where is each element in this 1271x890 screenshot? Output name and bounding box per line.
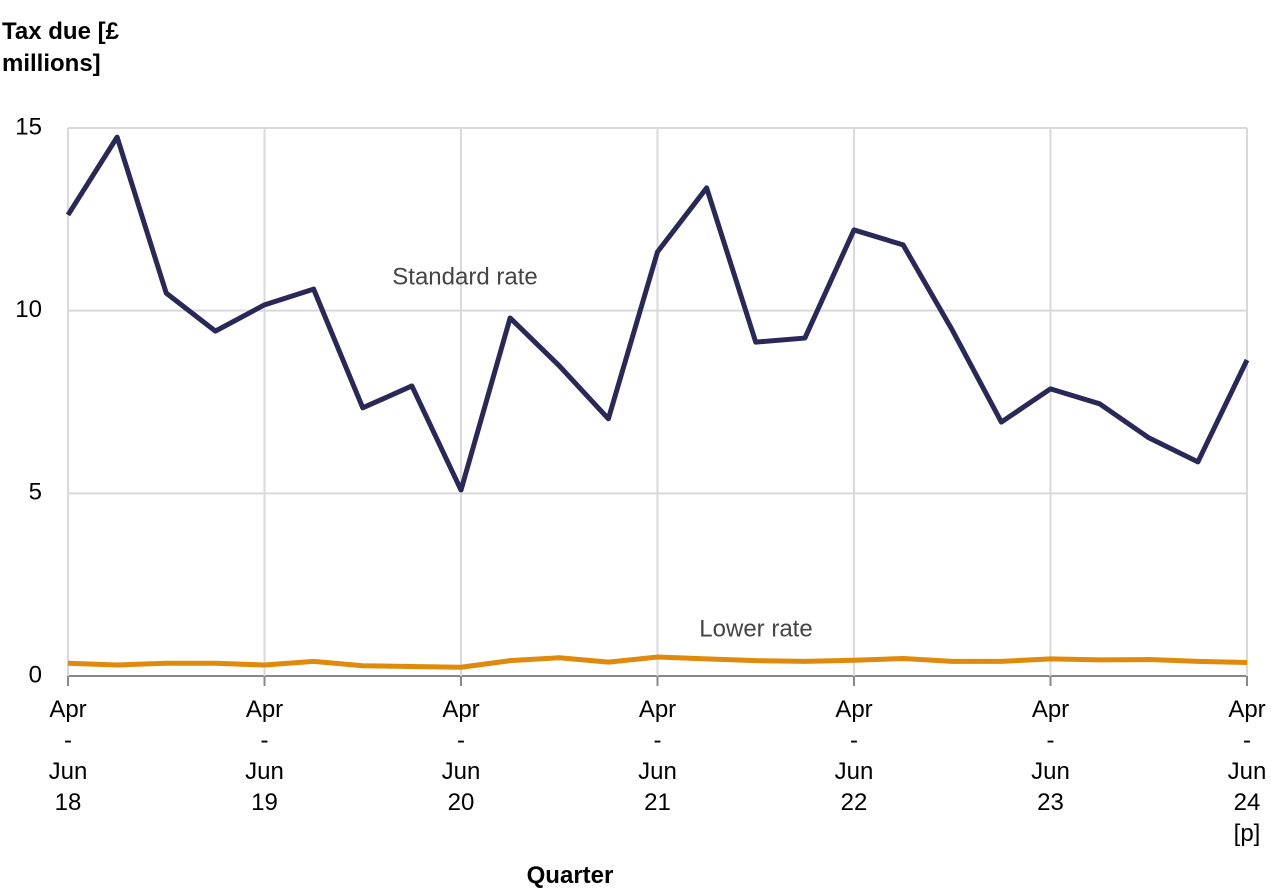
x-tick-label: Apr - Jun 24 [p]	[1227, 696, 1267, 847]
series-line	[65, 134, 1250, 493]
x-tick-label: Apr - Jun 22	[834, 696, 874, 816]
y-tick-label: 10	[15, 296, 42, 323]
y-axis-title: Tax due [£ millions]	[2, 18, 119, 77]
series-label: Lower rate	[699, 615, 812, 642]
y-tick-label: 15	[15, 113, 42, 140]
y-tick-label: 5	[29, 479, 42, 506]
x-tick-label: Apr - Jun 23	[1031, 696, 1070, 816]
series-line	[67, 654, 1248, 670]
x-tick-label: Apr - Jun 19	[245, 696, 284, 816]
series-label: Standard rate	[392, 263, 537, 290]
x-tick-label: Apr - Jun 20	[441, 696, 481, 816]
x-tick-label: Apr - Jun 21	[638, 696, 677, 816]
x-tick-label: Apr - Jun 18	[48, 696, 88, 816]
y-tick-label: 0	[29, 661, 42, 688]
x-axis-title: Quarter	[526, 862, 614, 889]
